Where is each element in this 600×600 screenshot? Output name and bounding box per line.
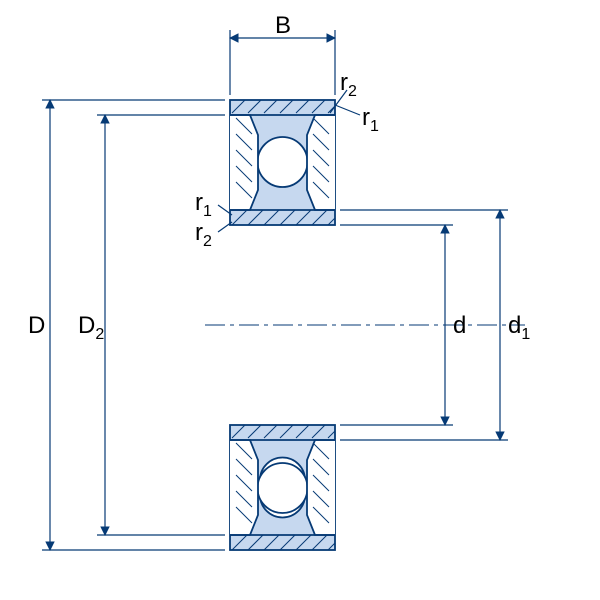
- bearing-cross-section-diagram: B D D2 d d1 r1 r2 r1 r2: [0, 0, 600, 600]
- shield-right-top: [307, 115, 335, 210]
- label-r1-top: r1: [362, 104, 379, 135]
- label-B: B: [275, 12, 291, 39]
- shield-left-top: [230, 115, 258, 210]
- shield-left-bot: [230, 440, 258, 535]
- label-d1: d1: [508, 312, 530, 343]
- dim-B: [230, 30, 335, 95]
- upper-section: [230, 90, 360, 225]
- label-D2: D2: [78, 312, 104, 343]
- lower-section: [230, 425, 335, 550]
- label-d: d: [453, 312, 466, 339]
- shield-right-bot: [307, 440, 335, 535]
- label-D: D: [28, 312, 45, 339]
- label-r2-mid: r2: [195, 219, 212, 250]
- label-r2-top: r2: [340, 69, 357, 100]
- dim-D: [42, 100, 225, 550]
- label-r1-mid: r1: [195, 189, 212, 220]
